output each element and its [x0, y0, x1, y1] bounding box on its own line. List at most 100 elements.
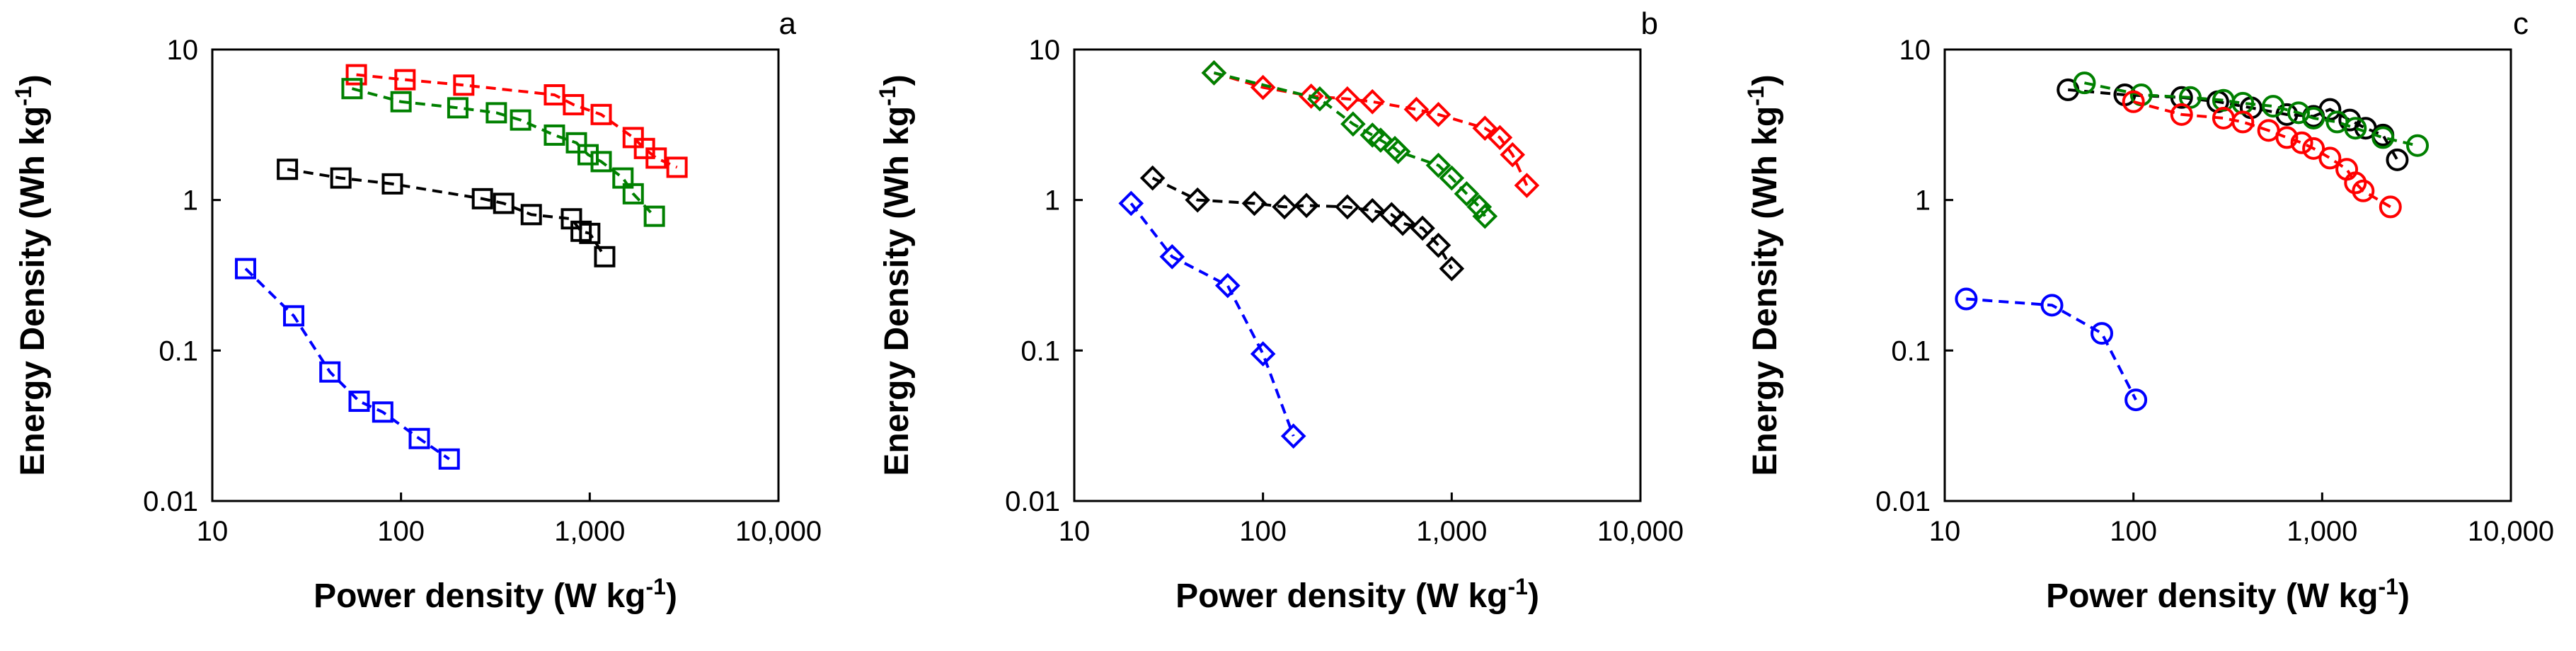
- data-point: [1241, 190, 1267, 217]
- y-tick-label: 0.1: [1020, 335, 1060, 367]
- data-point: [544, 124, 565, 146]
- data-point: [471, 188, 493, 209]
- y-tick-label: 10: [1899, 35, 1931, 66]
- x-axis-label: Power density (W kg-1): [314, 574, 677, 615]
- data-point: [453, 74, 475, 96]
- data-point: [447, 97, 468, 119]
- panel-b: 10 100 1,000 10,000 0.01 0.1 1 10 Power density …: [875, 6, 1684, 615]
- data-point: [1472, 203, 1498, 229]
- x-tick-label: 10,000: [1597, 516, 1684, 547]
- data-point: [1472, 115, 1498, 142]
- y-tick-label: 0.01: [1005, 486, 1060, 517]
- data-point: [645, 147, 667, 169]
- data-point: [2318, 146, 2342, 170]
- data-point: [563, 93, 585, 115]
- data-point: [1294, 192, 1319, 219]
- data-point: [485, 102, 507, 124]
- data-point: [2040, 294, 2064, 317]
- data-point: [438, 448, 460, 470]
- panel-letter: b: [1641, 6, 1658, 41]
- data-point: [2122, 90, 2145, 113]
- data-point: [579, 222, 601, 244]
- y-tick-label: 1: [1915, 185, 1931, 217]
- data-point: [319, 361, 341, 383]
- data-point: [2344, 117, 2367, 140]
- data-point: [577, 144, 599, 166]
- x-tick-label: 1,000: [2287, 516, 2357, 547]
- x-tick-label: 100: [1239, 516, 1287, 547]
- series-green: [341, 78, 665, 227]
- data-point: [1335, 194, 1360, 220]
- y-tick-label: 1: [1045, 185, 1060, 217]
- data-point: [493, 192, 514, 214]
- fit-line-red: [356, 73, 678, 169]
- data-point: [622, 183, 644, 204]
- data-point: [1454, 181, 1480, 207]
- data-point: [1439, 165, 1465, 191]
- y-tick-label: 0.1: [1891, 335, 1931, 367]
- x-tick-label: 10: [197, 516, 229, 547]
- data-point: [2344, 171, 2367, 195]
- data-point: [2371, 126, 2395, 149]
- y-tick-label: 10: [1029, 35, 1061, 66]
- series-black: [277, 159, 616, 267]
- data-point: [2275, 126, 2299, 149]
- x-tick-label: 10,000: [2468, 516, 2554, 547]
- data-point: [2352, 179, 2375, 202]
- data-point: [394, 69, 416, 91]
- x-axis-label: Power density (W kg-1): [2046, 574, 2410, 615]
- data-point: [1298, 83, 1324, 109]
- data-point: [372, 401, 393, 423]
- y-axis-label: Energy Density (Wh kg-1): [875, 74, 916, 476]
- data-point: [1201, 60, 1227, 86]
- data-point: [1359, 88, 1386, 115]
- x-tick-label: 10: [1929, 516, 1961, 547]
- data-point: [1425, 152, 1451, 178]
- data-point: [565, 132, 587, 154]
- data-point: [234, 258, 256, 280]
- data-point: [1214, 272, 1241, 299]
- x-tick-label: 100: [377, 516, 425, 547]
- y-tick-label: 0.1: [159, 335, 198, 367]
- series-blue: [1118, 190, 1306, 449]
- data-point: [643, 205, 665, 227]
- data-point: [590, 103, 612, 125]
- panel-letter: a: [779, 6, 797, 41]
- data-point: [2302, 106, 2325, 129]
- series-red: [2122, 90, 2402, 219]
- series-blue: [1955, 287, 2148, 412]
- data-point: [1955, 287, 1978, 311]
- data-point: [2406, 134, 2430, 157]
- data-point: [1500, 142, 1526, 168]
- y-tick-label: 0.01: [143, 486, 198, 517]
- series-black: [1139, 165, 1465, 282]
- plot-frame: [1943, 48, 2512, 502]
- data-point: [1390, 210, 1415, 236]
- data-point: [2287, 101, 2311, 125]
- data-point: [2091, 322, 2114, 345]
- data-point: [1425, 102, 1451, 127]
- data-point: [283, 305, 305, 327]
- data-point: [1340, 111, 1366, 137]
- data-point: [390, 91, 412, 113]
- data-point: [341, 78, 363, 100]
- y-tick-label: 1: [183, 185, 198, 217]
- data-point: [1250, 74, 1276, 100]
- y-tick-label: 10: [167, 35, 199, 66]
- y-axis-label: Energy Density (Wh kg-1): [11, 74, 52, 476]
- data-point: [1159, 243, 1185, 270]
- data-point: [1280, 423, 1306, 449]
- panel-c: 10 100 1,000 10,000 0.01 0.1 1 10 Power density …: [1743, 6, 2554, 615]
- fit-line-blue: [1966, 297, 2137, 401]
- data-point: [1272, 194, 1297, 220]
- data-point: [2290, 131, 2313, 154]
- data-point: [2231, 110, 2255, 134]
- data-point: [1379, 202, 1405, 228]
- data-point: [1139, 165, 1166, 191]
- data-point: [2073, 71, 2096, 95]
- data-point: [330, 167, 352, 189]
- data-point: [1410, 215, 1435, 241]
- fit-line-red: [1213, 71, 1529, 186]
- data-point: [594, 246, 616, 267]
